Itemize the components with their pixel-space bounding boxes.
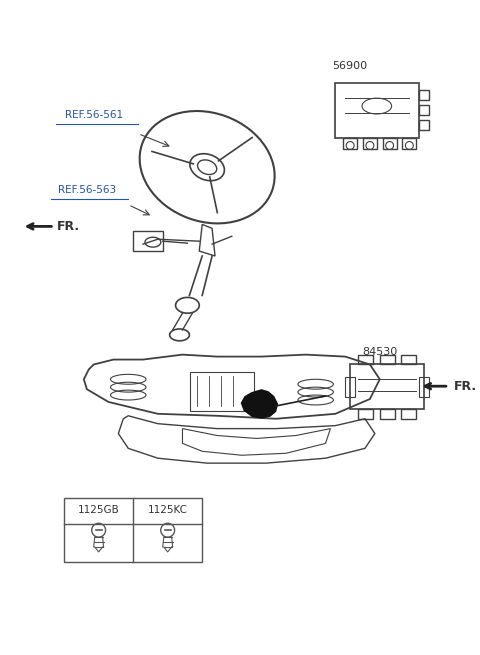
Text: 84530: 84530 bbox=[362, 346, 397, 356]
Text: REF.56-563: REF.56-563 bbox=[58, 185, 116, 195]
Text: 1125KC: 1125KC bbox=[148, 506, 188, 515]
Polygon shape bbox=[240, 389, 278, 419]
Text: FR.: FR. bbox=[454, 380, 477, 393]
Text: FR.: FR. bbox=[57, 220, 80, 233]
Text: REF.56-561: REF.56-561 bbox=[65, 110, 123, 120]
Text: 1125GB: 1125GB bbox=[78, 506, 120, 515]
Text: 56900: 56900 bbox=[333, 60, 368, 71]
